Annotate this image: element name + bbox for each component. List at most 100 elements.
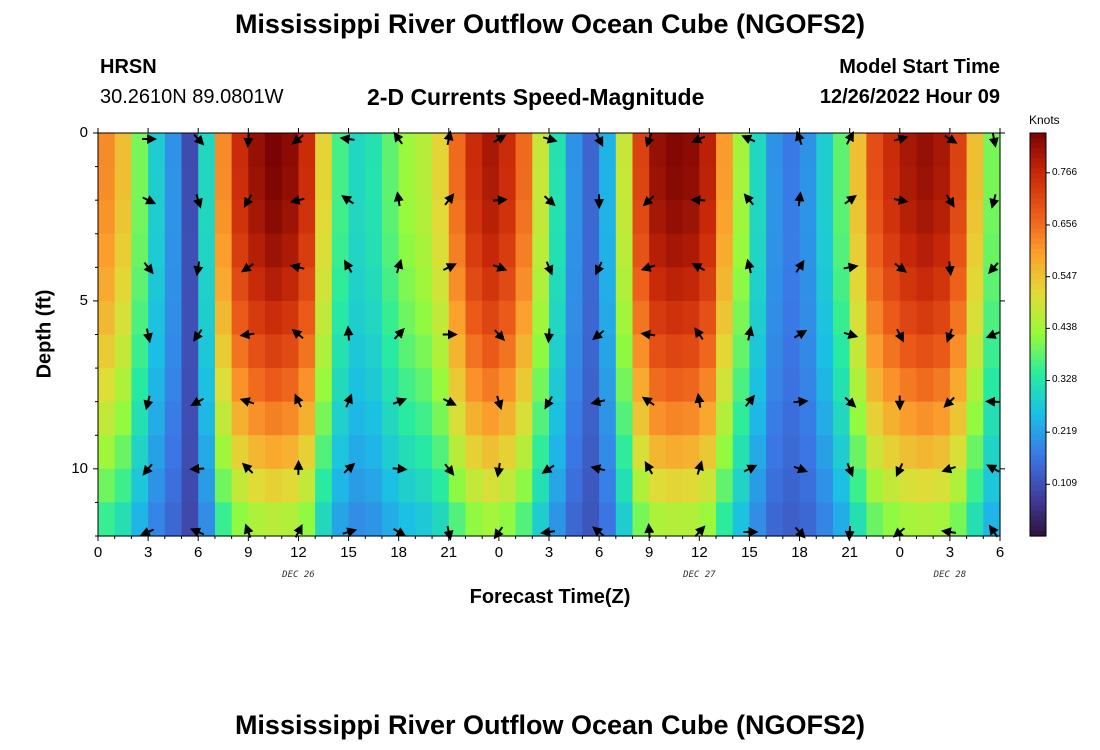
heatmap-cell (331, 200, 350, 235)
colorbar-segment (1030, 364, 1046, 371)
heatmap-cell (482, 133, 500, 168)
colorbar-segment (1030, 359, 1046, 366)
colorbar-segment (1030, 238, 1046, 245)
heatmap-cell (549, 468, 567, 504)
heatmap-cell (832, 133, 851, 168)
heatmap-cell (381, 200, 400, 235)
heatmap-cell (933, 166, 951, 201)
heatmap-cell (832, 267, 851, 302)
heatmap-cell (866, 200, 884, 235)
current-vector-arrow (644, 461, 655, 475)
heatmap-cell (148, 300, 166, 336)
heatmap-cell (649, 133, 667, 168)
heatmap-cell (448, 334, 467, 369)
heatmap-cell (114, 200, 133, 235)
heatmap-cell (231, 368, 249, 403)
heatmap-cell (816, 133, 834, 168)
heatmap-cell (549, 233, 567, 268)
heatmap-cell (381, 502, 400, 537)
heatmap-cell (749, 300, 767, 336)
colorbar-segment (1030, 208, 1046, 215)
heatmap-cell (732, 368, 751, 403)
current-vector-arrow (392, 463, 408, 474)
heatmap-cell (164, 200, 183, 235)
heatmap-cell (231, 166, 249, 201)
heatmap-cell (732, 166, 751, 201)
heatmap-cell (198, 435, 216, 470)
heatmap-cell (415, 133, 433, 168)
heatmap-cell (131, 267, 149, 302)
heatmap-cell (315, 267, 333, 302)
heatmap-cell (498, 435, 517, 470)
heatmap-cell (498, 300, 517, 336)
heatmap-cell (214, 334, 233, 369)
heatmap-cell (849, 233, 867, 268)
heatmap-cell (248, 133, 266, 168)
heatmap-cell (181, 233, 199, 268)
heatmap-cell (699, 166, 717, 201)
heatmap-cell (248, 334, 266, 369)
heatmap-cell (381, 334, 400, 369)
heatmap-cell (699, 401, 717, 436)
heatmap-cell (532, 133, 550, 168)
heatmap-cell (632, 401, 650, 436)
x-tick-label: 6 (995, 544, 1005, 561)
current-vector-arrow (494, 329, 506, 342)
heatmap-cell (131, 300, 149, 336)
current-vector-arrow (544, 328, 555, 344)
heatmap-cell (682, 468, 700, 504)
current-vector-arrow (985, 396, 1001, 407)
heatmap-cell (866, 368, 884, 403)
current-vector-arrow (644, 133, 655, 148)
footer-title: Mississippi River Outflow Ocean Cube (NG… (234, 710, 866, 740)
heatmap-cell (532, 200, 550, 235)
heatmap-cell (281, 166, 300, 201)
heatmap-cell (716, 300, 734, 336)
heatmap-cell (214, 200, 233, 235)
heatmap-cell (716, 267, 734, 302)
current-vector-arrow (894, 328, 904, 343)
heatmap-cell (515, 368, 533, 403)
colorbar-frame (1029, 132, 1047, 537)
colorbar-segment (1030, 399, 1046, 406)
heatmap-cell (281, 401, 300, 436)
heatmap-cell (816, 502, 834, 537)
heatmap-cell (632, 267, 650, 302)
heatmap-cell (565, 133, 584, 168)
heatmap-cell (398, 334, 416, 369)
heatmap-cell (265, 233, 283, 268)
current-vector-arrow (443, 130, 454, 146)
heatmap-cell (799, 200, 817, 235)
heatmap-cell (381, 368, 400, 403)
heatmap-cell (365, 166, 383, 201)
current-vector-arrow (895, 462, 905, 477)
colorbar-segment (1030, 495, 1046, 502)
heatmap-cell (448, 267, 467, 302)
current-vector-arrow (494, 462, 504, 478)
heatmap-cell (983, 435, 1001, 470)
heatmap-cell (599, 133, 617, 168)
colorbar-segment (1030, 148, 1046, 154)
heatmap-cell (164, 267, 183, 302)
heatmap-cell (131, 166, 149, 201)
heatmap-cell (198, 401, 216, 436)
heatmap-cell (983, 166, 1001, 201)
colorbar-tick-label: 0.219 (1052, 426, 1078, 438)
heatmap-cell (248, 300, 266, 336)
heatmap-cell (983, 368, 1001, 403)
heatmap-cell (899, 368, 918, 403)
current-vector-arrow (741, 134, 756, 144)
heatmap-cell (916, 435, 934, 470)
heatmap-cell (933, 435, 951, 470)
heatmap-cell (198, 334, 216, 369)
colorbar-segment (1030, 485, 1046, 492)
heatmap-cell (582, 368, 600, 403)
current-vector-arrow (694, 327, 705, 340)
current-vector-arrow (592, 526, 605, 537)
colorbar-segment (1030, 389, 1046, 396)
heatmap-cell (699, 133, 717, 168)
heatmap-cell (331, 502, 350, 537)
heatmap-cell (231, 401, 249, 436)
heatmap-cell (816, 468, 834, 504)
heatmap-cell (298, 233, 316, 268)
